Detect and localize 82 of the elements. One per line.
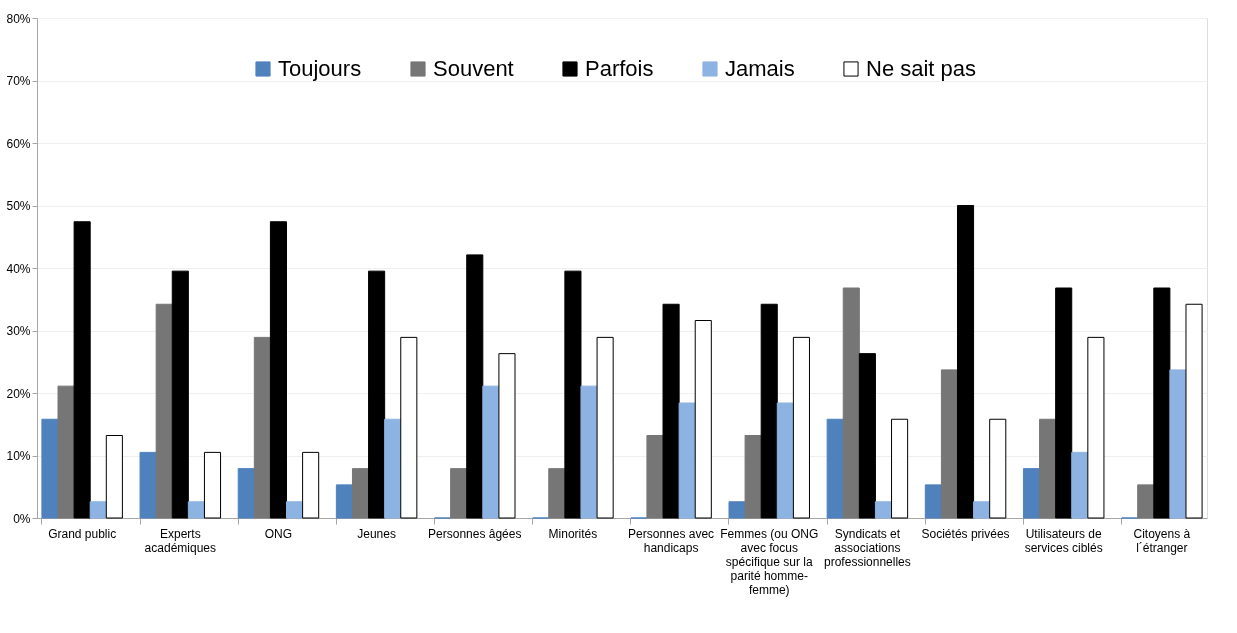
bar (73, 221, 91, 519)
bar (351, 468, 370, 519)
y-tick-label: 40% (6, 261, 31, 276)
bar (694, 320, 712, 519)
y-tick-label: 10% (6, 449, 31, 463)
bar (498, 353, 516, 519)
bar (384, 418, 402, 519)
bar (1022, 468, 1041, 519)
bar (596, 336, 614, 519)
bar (187, 501, 205, 519)
y-tick-label: 60% (6, 136, 31, 151)
y-tick-label: 0% (13, 511, 31, 526)
bar (1055, 287, 1073, 519)
bar (450, 468, 468, 519)
bar (776, 402, 794, 519)
bar (41, 418, 59, 519)
bar (1087, 336, 1105, 519)
bar (874, 501, 893, 519)
bar (989, 418, 1007, 519)
bar (1071, 451, 1089, 519)
y-tick-label: 50% (6, 199, 31, 213)
bar (335, 484, 353, 519)
x-tick-label: Jeunes (357, 526, 396, 541)
bar (678, 402, 696, 519)
bar (171, 270, 189, 519)
bar (203, 451, 222, 519)
x-tick-label: Citoyens à l´étranger (1133, 526, 1191, 555)
bar (924, 484, 942, 519)
bar (646, 435, 664, 519)
x-tick-label: Personnes âgées (428, 526, 522, 541)
legend-label: Ne sait pas (866, 56, 977, 81)
y-tick-label: 30% (6, 324, 31, 338)
bar (253, 336, 271, 519)
bar (286, 501, 304, 519)
bar (564, 270, 582, 519)
y-tick-label: 20% (6, 386, 31, 401)
x-tick-label: Experts académiques (144, 526, 216, 555)
bar (237, 468, 255, 519)
bar (662, 303, 680, 519)
bar (580, 385, 598, 519)
bar (1137, 484, 1155, 519)
bar (302, 451, 320, 519)
x-tick-label: Syndicats et associations professionnelles (824, 526, 911, 569)
bar (891, 418, 909, 519)
legend-label: Toujours (278, 56, 362, 81)
legend-label: Souvent (433, 56, 514, 81)
bar (956, 205, 975, 519)
bar (1185, 303, 1203, 519)
x-tick-label: Personnes avec handicaps (628, 526, 715, 555)
x-tick-label: Sociétés privées (921, 526, 1010, 541)
bar (57, 385, 75, 519)
bar (482, 385, 500, 519)
bar (940, 369, 958, 519)
bar (368, 270, 386, 519)
bar (105, 435, 123, 519)
bar (728, 501, 746, 519)
bar (89, 501, 107, 519)
y-tick-label: 80% (6, 11, 31, 26)
x-tick-label: Minorités (548, 526, 598, 541)
legend-label: Parfois (585, 56, 654, 81)
bar (1153, 287, 1171, 519)
bar (973, 501, 991, 519)
bar (1039, 418, 1057, 519)
bar (744, 435, 762, 519)
bar (269, 221, 288, 519)
bar (1169, 369, 1187, 519)
x-tick-label: ONG (264, 526, 293, 541)
bar (760, 303, 778, 519)
bar (858, 353, 876, 519)
y-tick-label: 70% (6, 74, 31, 88)
x-tick-label: Femmes (ou ONG avec focus spécifique sur la parité homme-femme) (720, 526, 819, 597)
bar (155, 303, 173, 519)
x-tick-label: Grand public (48, 526, 117, 541)
bar (139, 451, 157, 519)
bar (792, 336, 810, 519)
bar (548, 468, 566, 519)
bar (826, 418, 844, 519)
legend-label: Jamais (725, 56, 795, 81)
bar (842, 287, 860, 519)
bar (466, 254, 484, 519)
bar (400, 336, 418, 519)
x-tick-label: Utilisateurs de services ciblés (1024, 526, 1103, 555)
